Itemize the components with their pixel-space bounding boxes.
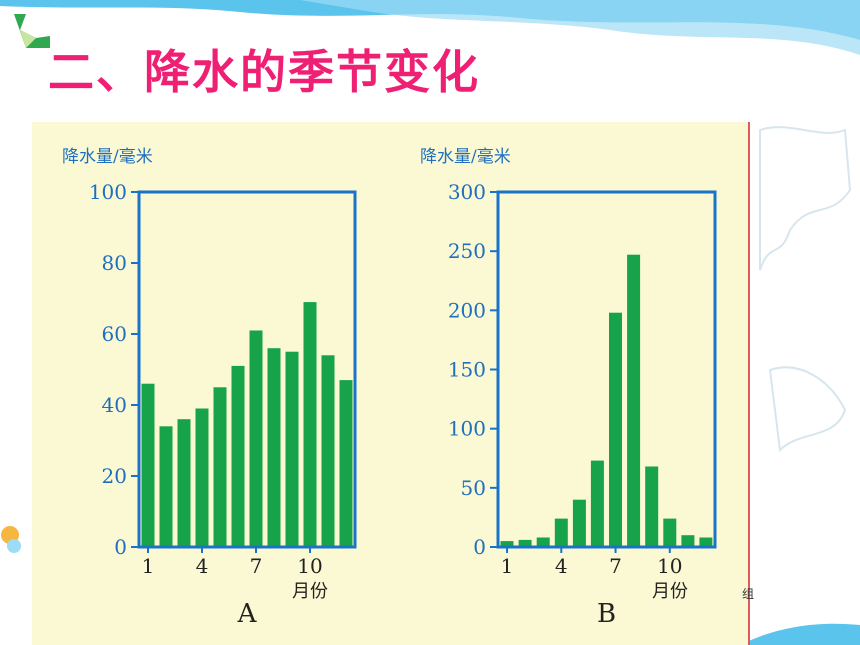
chart-b-xtick-label-4: 4 bbox=[555, 554, 568, 578]
chart-a-bar-7 bbox=[249, 330, 263, 547]
chart-b-bar-2 bbox=[518, 539, 532, 547]
chart-b-bar-4 bbox=[554, 518, 568, 547]
chart-a-bar-2 bbox=[159, 426, 173, 547]
chart-b-ylabel: 降水量/毫米 bbox=[420, 147, 511, 167]
chart-b-ytick-label-250: 250 bbox=[448, 239, 486, 263]
chart-b-bar-3 bbox=[536, 537, 550, 547]
chart-a-bar-5 bbox=[213, 387, 227, 548]
chart-b-xtick-label-10: 10 bbox=[657, 554, 682, 578]
corner-text: 组 bbox=[742, 587, 755, 601]
chart-a-ytick-label-20: 20 bbox=[102, 464, 127, 488]
chart-b-ytick-label-300: 300 bbox=[448, 180, 486, 204]
chart-b-ytick-label-100: 100 bbox=[448, 417, 486, 441]
chart-a-bar-3 bbox=[177, 419, 191, 547]
chart-b-xtick-label-1: 1 bbox=[501, 554, 514, 578]
logo-arrow-icon bbox=[14, 14, 50, 48]
chart-a-bar-4 bbox=[195, 408, 209, 547]
chart-b-bar-5 bbox=[572, 499, 586, 547]
chart-b-xlabel: 月份 bbox=[652, 581, 688, 602]
panel-edge bbox=[748, 122, 750, 645]
chart-b-bar-10 bbox=[663, 518, 677, 547]
chart-b-bar-1 bbox=[500, 541, 514, 547]
chart-a-bar-6 bbox=[231, 365, 245, 547]
chart-a-ytick-label-100: 100 bbox=[89, 180, 127, 204]
chart-b-bar-8 bbox=[627, 254, 641, 547]
chart-a-xlabel: 月份 bbox=[292, 581, 328, 602]
chart-a-xtick-label-1: 1 bbox=[142, 554, 155, 578]
chart-b-panel-label: B bbox=[597, 599, 616, 629]
chart-b-xtick-label-7: 7 bbox=[609, 554, 622, 578]
chart-b-bar-11 bbox=[681, 535, 695, 547]
chart-a-xtick-label-7: 7 bbox=[250, 554, 263, 578]
chart-a-bar-8 bbox=[267, 348, 281, 547]
chart-a-ytick-label-0: 0 bbox=[114, 535, 127, 559]
chart-b-ytick-label-200: 200 bbox=[448, 298, 486, 322]
chart-a-bar-9 bbox=[285, 351, 299, 547]
page-title: 二、降水的季节变化 bbox=[48, 45, 480, 99]
chart-a-bar-10 bbox=[303, 302, 317, 547]
chart-a-ytick-label-60: 60 bbox=[102, 322, 127, 346]
sun-icon bbox=[1, 526, 21, 553]
chart-b-bar-7 bbox=[609, 312, 622, 547]
chart-a-panel-label: A bbox=[237, 599, 258, 629]
chart-b-bar-6 bbox=[590, 460, 604, 547]
chart-b-bar-12 bbox=[699, 537, 713, 547]
chart-a-bar-1 bbox=[141, 383, 155, 547]
chart-b-ytick-label-150: 150 bbox=[448, 358, 486, 382]
chart-a-axis-frame bbox=[137, 190, 357, 549]
chart-a-ytick-label-40: 40 bbox=[102, 393, 127, 417]
chart-b-ytick-label-50: 50 bbox=[461, 476, 486, 500]
top-wave-decoration bbox=[0, 0, 860, 55]
map-outline-decoration bbox=[759, 126, 852, 453]
chart-b-axis-frame bbox=[496, 190, 717, 549]
chart-a-ytick-label-80: 80 bbox=[102, 251, 127, 275]
chart-b-bar-9 bbox=[645, 466, 659, 547]
chart-a-bar-12 bbox=[339, 380, 353, 547]
bottom-wave-decoration bbox=[740, 623, 860, 645]
chart-a-xtick-label-10: 10 bbox=[297, 554, 322, 578]
chart-a-xtick-label-4: 4 bbox=[196, 554, 209, 578]
chart-a-ylabel: 降水量/毫米 bbox=[62, 147, 153, 167]
chart-b-ytick-label-0: 0 bbox=[473, 535, 486, 559]
chart-a-bar-11 bbox=[321, 355, 335, 547]
